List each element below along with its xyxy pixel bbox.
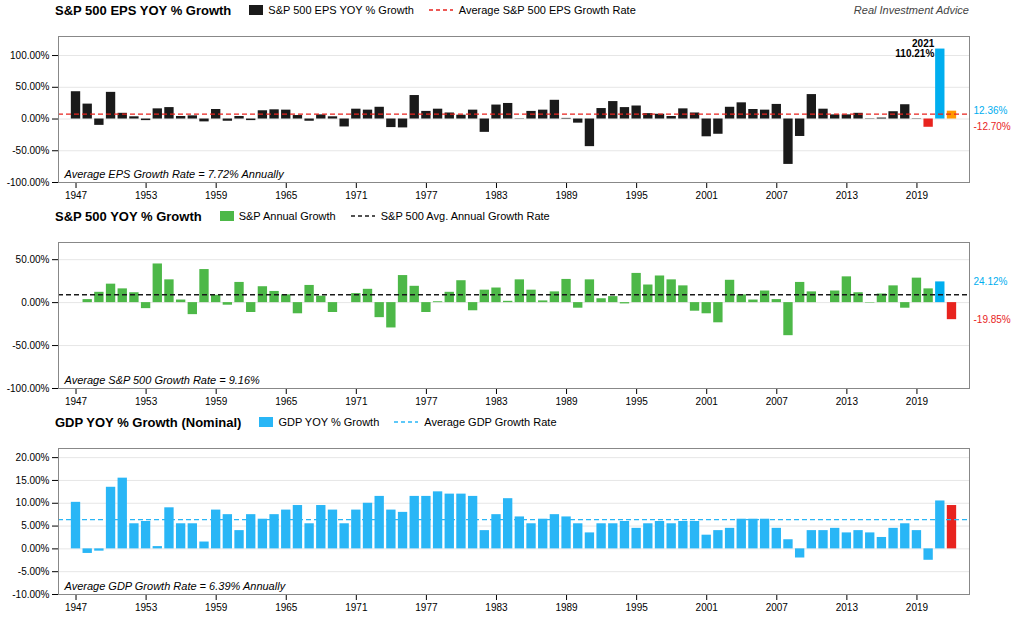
svg-text:1965: 1965 <box>275 190 298 201</box>
svg-text:1989: 1989 <box>555 396 578 407</box>
svg-text:-5.00%: -5.00% <box>18 566 50 577</box>
svg-text:1959: 1959 <box>205 190 228 201</box>
svg-text:2021110.21%: 2021110.21% <box>895 38 934 59</box>
svg-text:20.00%: 20.00% <box>16 452 50 463</box>
svg-text:-100.00%: -100.00% <box>7 383 50 394</box>
svg-text:0.00%: 0.00% <box>21 113 49 124</box>
svg-text:1971: 1971 <box>345 602 368 613</box>
svg-text:2007: 2007 <box>766 396 789 407</box>
svg-text:1995: 1995 <box>626 396 649 407</box>
html-text:S&P 500 EPS YOY % Growth: S&P 500 EPS YOY % Growth <box>55 2 232 18</box>
svg-text:-50.00%: -50.00% <box>12 145 49 156</box>
html-text:S&P 500 YOY % Growth: S&P 500 YOY % Growth <box>55 208 202 224</box>
svg-text:1995: 1995 <box>626 602 649 613</box>
svg-text:Average EPS Growth Rate = 7.72: Average EPS Growth Rate = 7.72% Annually <box>64 168 286 180</box>
html-text:S&P 500 EPS YOY % Growth: S&P 500 EPS YOY % Growth <box>268 4 414 16</box>
svg-text:1947: 1947 <box>65 602 88 613</box>
svg-text:-100.00%: -100.00% <box>7 177 50 188</box>
html-text:Average GDP Growth Rate: Average GDP Growth Rate <box>424 416 557 428</box>
svg-text:1971: 1971 <box>345 396 368 407</box>
html-text:GDP YOY % Growth: GDP YOY % Growth <box>278 416 380 428</box>
svg-text:2013: 2013 <box>836 396 859 407</box>
svg-text:15.00%: 15.00% <box>16 475 50 486</box>
svg-text:Average GDP Growth Rate = 6.39: Average GDP Growth Rate = 6.39% Annually <box>64 580 287 592</box>
svg-text:1947: 1947 <box>65 396 88 407</box>
svg-text:2001: 2001 <box>696 602 719 613</box>
svg-text:-12.70%: -12.70% <box>974 121 1011 132</box>
svg-text:1983: 1983 <box>485 396 508 407</box>
html-text:GDP YOY % Growth (Nominal): GDP YOY % Growth (Nominal) <box>55 414 242 430</box>
svg-text:1977: 1977 <box>415 602 438 613</box>
svg-text:Average S&P 500 Growth Rate =: Average S&P 500 Growth Rate = 9.16% <box>64 374 261 386</box>
svg-text:1995: 1995 <box>626 190 649 201</box>
svg-text:50.00%: 50.00% <box>16 81 50 92</box>
svg-text:50.00%: 50.00% <box>16 254 50 265</box>
svg-text:1953: 1953 <box>135 602 158 613</box>
svg-text:1959: 1959 <box>205 396 228 407</box>
svg-text:1953: 1953 <box>135 190 158 201</box>
svg-text:1947: 1947 <box>65 190 88 201</box>
svg-text:2013: 2013 <box>836 190 859 201</box>
svg-text:2019: 2019 <box>906 602 929 613</box>
svg-text:2019: 2019 <box>906 396 929 407</box>
html-text:Average S&P 500 EPS Growth Rat: Average S&P 500 EPS Growth Rate <box>458 4 636 16</box>
svg-text:24.12%: 24.12% <box>974 276 1008 287</box>
svg-text:5.00%: 5.00% <box>21 520 49 531</box>
svg-text:1965: 1965 <box>275 396 298 407</box>
svg-text:10.00%: 10.00% <box>16 497 50 508</box>
svg-text:2001: 2001 <box>696 190 719 201</box>
svg-text:1959: 1959 <box>205 602 228 613</box>
svg-text:2019: 2019 <box>906 190 929 201</box>
svg-text:0.00%: 0.00% <box>21 543 49 554</box>
svg-text:-19.85%: -19.85% <box>974 314 1011 325</box>
svg-text:2007: 2007 <box>766 602 789 613</box>
svg-text:2013: 2013 <box>836 602 859 613</box>
svg-text:100.00%: 100.00% <box>10 50 50 61</box>
svg-text:1977: 1977 <box>415 396 438 407</box>
svg-text:2007: 2007 <box>766 190 789 201</box>
svg-text:0.00%: 0.00% <box>21 297 49 308</box>
svg-text:-10.00%: -10.00% <box>12 589 49 600</box>
svg-text:1971: 1971 <box>345 190 368 201</box>
svg-text:1989: 1989 <box>555 190 578 201</box>
svg-text:1977: 1977 <box>415 190 438 201</box>
svg-text:1983: 1983 <box>485 190 508 201</box>
svg-text:1989: 1989 <box>555 602 578 613</box>
svg-text:2001: 2001 <box>696 396 719 407</box>
html-text:S&P Annual Growth: S&P Annual Growth <box>238 210 336 222</box>
svg-text:-50.00%: -50.00% <box>12 340 49 351</box>
svg-text:12.36%: 12.36% <box>974 105 1008 116</box>
html-text:Real Investment Advice: Real Investment Advice <box>853 4 969 16</box>
svg-text:1965: 1965 <box>275 602 298 613</box>
svg-text:1953: 1953 <box>135 396 158 407</box>
html-text:S&P 500 Avg. Annual Growth Rat: S&P 500 Avg. Annual Growth Rate <box>380 210 550 222</box>
svg-text:1983: 1983 <box>485 602 508 613</box>
